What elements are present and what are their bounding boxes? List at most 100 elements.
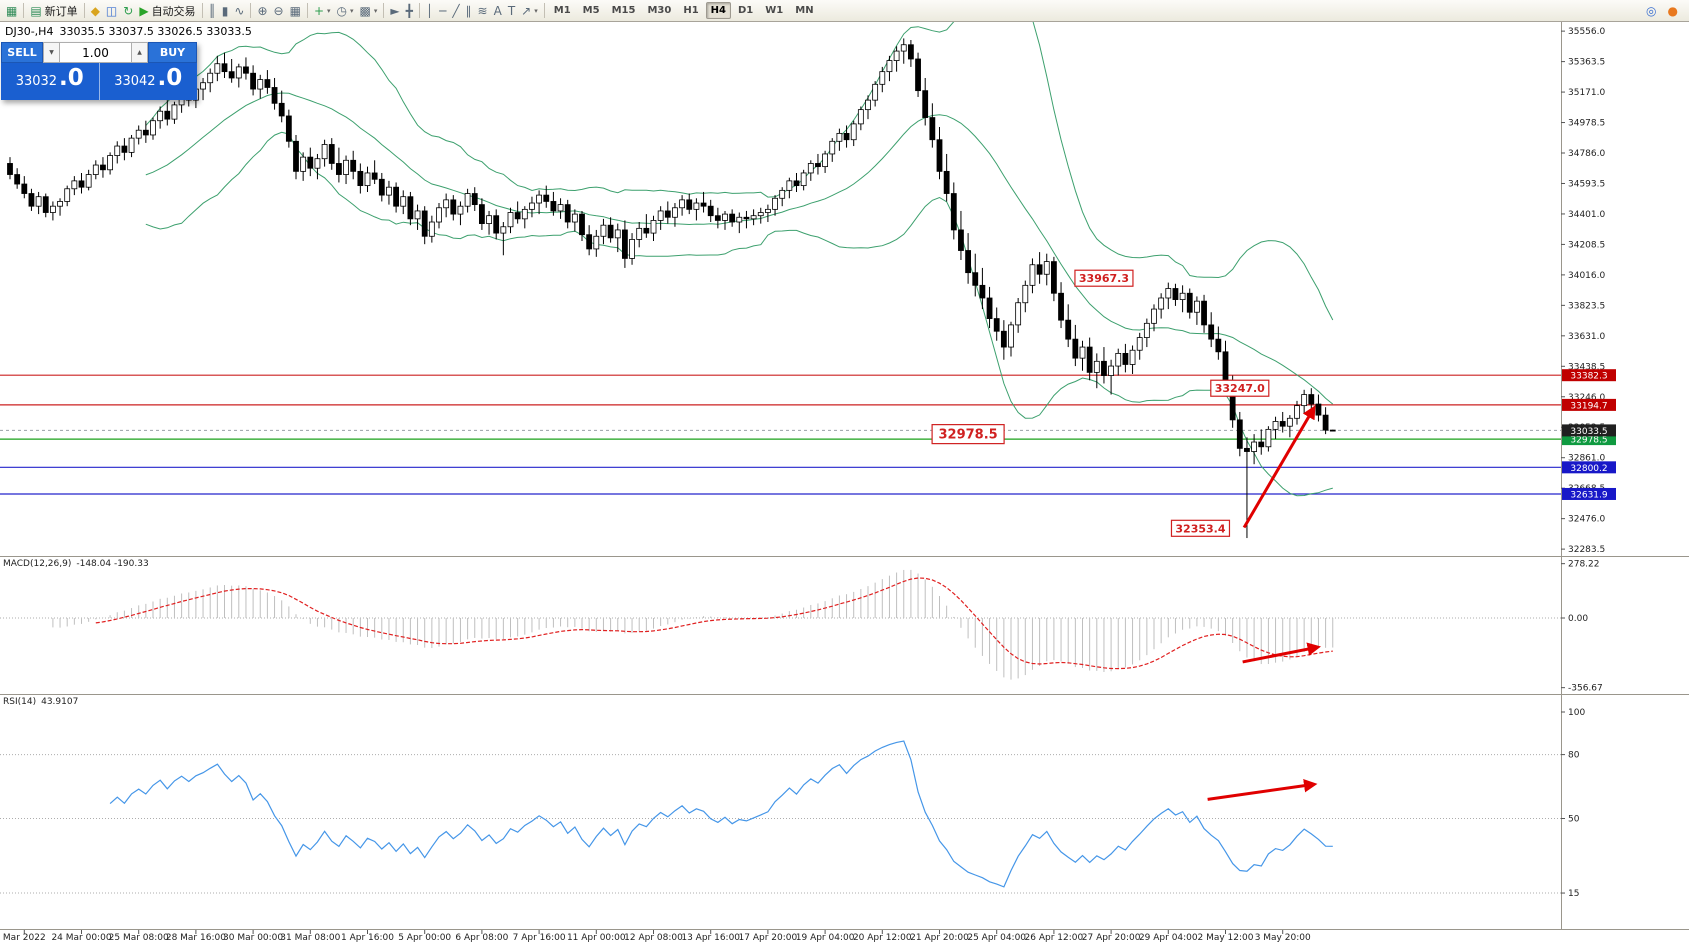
svg-text:32978.5: 32978.5 <box>938 428 997 443</box>
price-annotation-32353.4[interactable]: 32353.4 <box>1170 519 1231 537</box>
svg-text:32978.5: 32978.5 <box>1570 436 1607 446</box>
rsi-axis-tick: 50 <box>1568 815 1580 825</box>
svg-text:34978.5: 34978.5 <box>1568 119 1605 129</box>
axis-tag-32631.9: 32631.9 <box>1562 487 1616 500</box>
svg-text:30 Mar 00:00: 30 Mar 00:00 <box>223 933 283 942</box>
svg-text:7 Apr 16:00: 7 Apr 16:00 <box>513 933 566 942</box>
timeframe-m1-button[interactable]: M1 <box>553 5 571 16</box>
rsi-value: 43.9107 <box>41 697 79 707</box>
svg-text:21 Apr 20:00: 21 Apr 20:00 <box>910 933 969 942</box>
svg-text:32861.0: 32861.0 <box>1568 454 1605 464</box>
svg-text:34208.5: 34208.5 <box>1568 240 1605 250</box>
timeframe-w1-button[interactable]: W1 <box>765 5 784 16</box>
new-order-button[interactable]: ▤ 新订单 <box>30 3 78 18</box>
price-divider <box>98 63 100 100</box>
svg-text:29 Apr 04:00: 29 Apr 04:00 <box>1139 933 1198 942</box>
price-annotation-33967.3[interactable]: 33967.3 <box>1074 269 1134 287</box>
volume-down-button[interactable]: ▼ <box>43 42 60 63</box>
toolbar-separator <box>543 3 545 18</box>
buy-price-button[interactable]: 33042.0 <box>100 63 198 100</box>
svg-text:32631.9: 32631.9 <box>1570 490 1607 500</box>
trend-arrow-main[interactable] <box>1242 405 1316 529</box>
channel-icon[interactable]: ∥ <box>465 3 472 18</box>
timeframe-m5-button[interactable]: M5 <box>582 5 600 16</box>
buy-price-pips: .0 <box>157 65 183 91</box>
cursor-icon[interactable]: ► <box>390 3 400 18</box>
tile-windows-icon[interactable]: ▦ <box>289 3 301 18</box>
periods-icon[interactable]: ◷ ▾ <box>336 3 354 18</box>
sell-button[interactable]: SELL <box>1 42 43 63</box>
zoom-in-icon[interactable]: ⊕ <box>257 3 268 18</box>
autotrading-button[interactable]: ▶ 自动交易 <box>139 3 196 18</box>
terminal-chart-icon[interactable]: ▦ <box>6 3 18 18</box>
candles-chart-icon[interactable]: ▮ <box>221 3 229 18</box>
bars-chart-icon[interactable]: ║ <box>208 3 216 18</box>
search-icon[interactable]: ◎ <box>1646 3 1657 18</box>
rsi-axis-tick: 15 <box>1568 889 1579 899</box>
crosshair-icon[interactable]: ╋ <box>405 3 413 18</box>
fibonacci-icon[interactable]: ≋ <box>477 3 488 18</box>
svg-text:6 Apr 08:00: 6 Apr 08:00 <box>455 933 508 942</box>
refresh-icon[interactable]: ↻ <box>123 3 134 18</box>
rsi-line <box>109 740 1333 888</box>
price-annotation-33247.0[interactable]: 33247.0 <box>1210 379 1270 397</box>
rsi-label: RSI(14) <box>3 697 37 707</box>
candles <box>7 38 1336 539</box>
symbol-period-label: DJ30-,H4 <box>5 25 54 38</box>
brand-status-icon[interactable]: ● <box>1667 3 1678 18</box>
rsi-panel <box>0 740 1561 894</box>
ohlc-values: 33035.5 33037.5 33026.5 33033.5 <box>59 25 252 38</box>
volume-input[interactable] <box>60 42 131 63</box>
svg-text:28 Mar 16:00: 28 Mar 16:00 <box>166 933 226 942</box>
volume-up-button[interactable]: ▲ <box>131 42 148 63</box>
price-axis[interactable]: 35556.0 35363.5 35171.0 34978.5 34786.0 34593… <box>1561 27 1616 555</box>
rsi-header: RSI(14) 43.9107 <box>3 697 83 707</box>
buy-button[interactable]: BUY <box>148 42 197 63</box>
axis-tag-32800.2: 32800.2 <box>1562 461 1616 474</box>
price-annotation-32978.5[interactable]: 32978.5 <box>931 424 1005 445</box>
svg-text:3 May 20:00: 3 May 20:00 <box>1255 933 1311 942</box>
svg-text:33033.5: 33033.5 <box>1570 427 1607 437</box>
macd-histogram <box>52 569 1334 680</box>
svg-text:33194.7: 33194.7 <box>1570 401 1607 411</box>
axis-tag-current-price: 33033.5 <box>1562 424 1616 437</box>
bollinger-lower-band <box>145 131 1333 497</box>
horizontal-line-icon[interactable]: ─ <box>439 3 447 18</box>
toolbar-separator <box>83 3 85 18</box>
label-icon[interactable]: T <box>507 3 516 18</box>
new-chart-icon[interactable]: + ▾ <box>313 3 331 18</box>
trend-arrow-macd[interactable] <box>1242 642 1321 664</box>
timeframe-h1-button[interactable]: H1 <box>683 5 699 16</box>
svg-text:33247.0: 33247.0 <box>1215 382 1265 395</box>
timeframe-d1-button[interactable]: D1 <box>738 5 754 16</box>
svg-text:5 Apr 00:00: 5 Apr 00:00 <box>398 933 451 942</box>
vertical-line-icon[interactable]: │ <box>425 3 434 18</box>
timeframe-h4-button[interactable]: H4 <box>705 2 731 19</box>
arrows-icon[interactable]: ↗ ▾ <box>521 3 538 18</box>
toolbar-separator <box>250 3 252 18</box>
metaeditor-icon[interactable]: ◆ <box>90 3 100 18</box>
svg-text:34016.0: 34016.0 <box>1568 271 1605 281</box>
toolbar-separator <box>23 3 25 18</box>
trend-arrow-rsi[interactable] <box>1207 779 1318 801</box>
svg-text:35171.0: 35171.0 <box>1568 88 1605 98</box>
sell-price-button[interactable]: 33032.0 <box>1 63 99 100</box>
svg-text:25 Mar 08:00: 25 Mar 08:00 <box>109 933 169 942</box>
text-icon[interactable]: A <box>493 3 502 18</box>
zoom-out-icon[interactable]: ⊖ <box>273 3 284 18</box>
macd-panel <box>0 569 1561 680</box>
svg-text:32283.5: 32283.5 <box>1568 545 1605 555</box>
timeframe-m30-button[interactable]: M30 <box>647 5 672 16</box>
timeframe-m15-button[interactable]: M15 <box>611 5 636 16</box>
macd-header: MACD(12,26,9) -148.04 -190.33 <box>3 559 154 569</box>
macd-label: MACD(12,26,9) <box>3 559 72 569</box>
svg-text:33967.3: 33967.3 <box>1079 272 1129 285</box>
timeframe-mn-button[interactable]: MN <box>795 5 814 16</box>
market-watch-icon[interactable]: ◫ <box>105 3 118 18</box>
trendline-icon[interactable]: ╱ <box>452 3 460 18</box>
templates-icon[interactable]: ▩ ▾ <box>359 3 378 18</box>
line-chart-icon[interactable]: ∿ <box>234 3 245 18</box>
macd-signal-line <box>95 577 1333 670</box>
